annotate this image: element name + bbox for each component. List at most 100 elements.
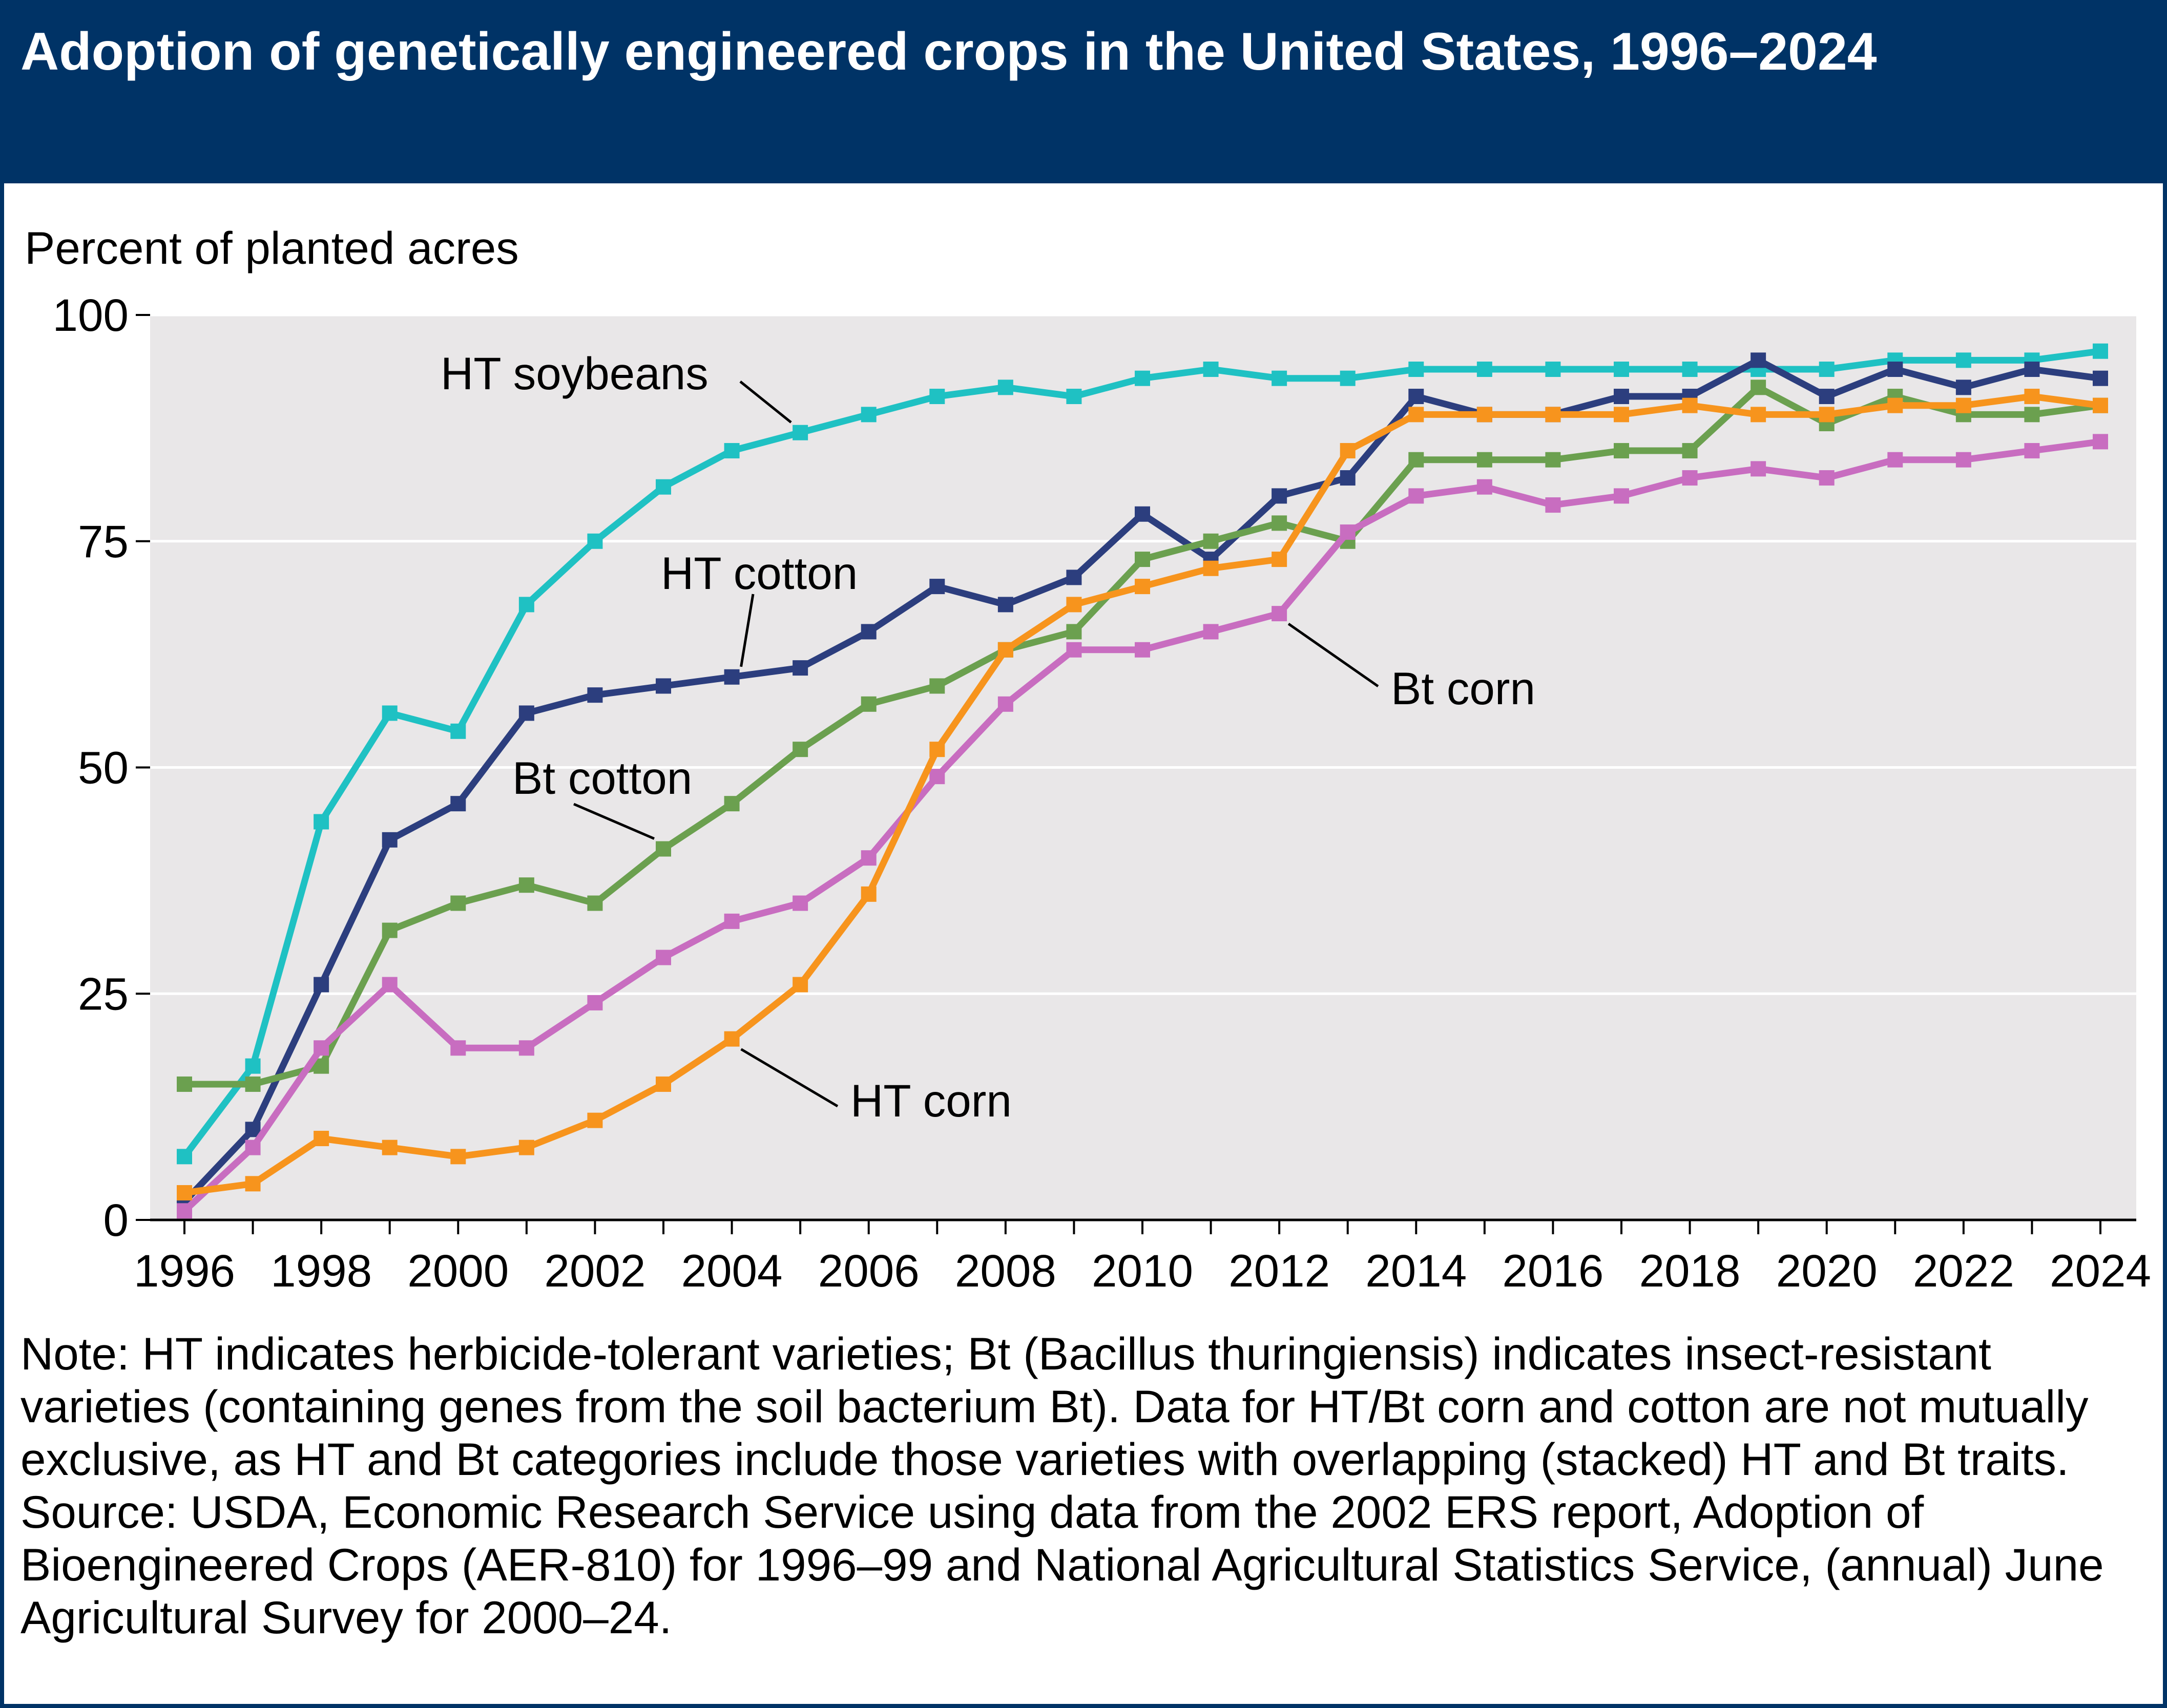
data-point-ht-cotton	[382, 832, 398, 848]
data-point-ht-soybeans	[2093, 343, 2108, 359]
data-point-ht-soybeans	[587, 533, 603, 549]
y-axis-title: Percent of planted acres	[25, 222, 519, 273]
x-tick-label: 2008	[955, 1245, 1056, 1296]
data-point-bt-corn	[1819, 470, 1835, 486]
data-point-bt-corn	[997, 696, 1013, 712]
line-chart: Percent of planted acres 0 25 50 75 100 1996 1…	[25, 222, 2151, 1296]
data-point-bt-corn	[1545, 497, 1561, 513]
data-point-ht-corn	[1887, 397, 1903, 413]
data-point-ht-corn	[1682, 397, 1698, 413]
data-point-bt-cotton	[587, 895, 603, 911]
data-point-bt-corn	[2093, 434, 2108, 450]
x-tick-label: 2006	[818, 1245, 920, 1296]
gridlines	[150, 313, 2136, 995]
notes-block: Note: HT indicates herbicide-tolerant va…	[20, 1327, 2152, 1644]
data-point-bt-corn	[177, 1203, 192, 1219]
y-tick-label: 100	[53, 289, 129, 341]
data-point-bt-corn	[929, 769, 945, 785]
data-point-ht-soybeans	[1272, 370, 1287, 386]
data-point-bt-cotton	[450, 895, 466, 911]
data-point-ht-cotton	[929, 579, 945, 595]
data-point-ht-corn	[1203, 560, 1219, 576]
x-tick-label: 2024	[2050, 1245, 2151, 1296]
data-point-ht-cotton	[656, 678, 671, 694]
data-point-bt-corn	[1751, 461, 1766, 477]
data-point-bt-cotton	[1066, 624, 1082, 640]
data-point-ht-corn	[1272, 552, 1287, 567]
data-point-ht-corn	[450, 1149, 466, 1165]
data-point-ht-corn	[1408, 407, 1424, 423]
data-point-ht-corn	[2024, 389, 2040, 405]
data-point-bt-corn	[1203, 624, 1219, 640]
data-point-ht-cotton	[587, 687, 603, 703]
data-point-ht-cotton	[2093, 370, 2108, 386]
series-label-ht-cotton: HT cotton	[661, 547, 858, 599]
data-point-bt-cotton	[1751, 379, 1766, 395]
data-point-bt-corn	[724, 913, 740, 929]
data-point-ht-corn	[1955, 397, 1971, 413]
data-point-ht-soybeans	[1066, 389, 1082, 405]
data-point-ht-cotton	[450, 796, 466, 812]
data-point-ht-cotton	[1340, 470, 1356, 486]
data-point-bt-corn	[1682, 470, 1698, 486]
series-label-ht-soybeans: HT soybeans	[441, 348, 709, 399]
data-point-ht-soybeans	[1203, 362, 1219, 377]
data-point-ht-corn	[1066, 597, 1082, 613]
data-point-ht-soybeans	[724, 443, 740, 459]
data-point-ht-cotton	[997, 597, 1013, 613]
data-point-ht-corn	[314, 1130, 329, 1146]
x-tick-label: 1998	[270, 1245, 372, 1296]
data-point-bt-cotton	[1476, 452, 1492, 468]
data-point-ht-soybeans	[177, 1149, 192, 1165]
chart-note: Note: HT indicates herbicide-tolerant va…	[20, 1328, 2089, 1485]
data-point-bt-corn	[1476, 479, 1492, 495]
data-point-bt-corn	[587, 995, 603, 1010]
data-point-ht-soybeans	[929, 389, 945, 405]
data-point-bt-corn	[1614, 488, 1629, 504]
data-point-ht-soybeans	[1682, 362, 1698, 377]
data-point-ht-corn	[997, 642, 1013, 658]
x-tick-label: 2020	[1776, 1245, 1878, 1296]
series-label-ht-corn: HT corn	[850, 1075, 1012, 1126]
data-point-ht-soybeans	[1955, 352, 1971, 368]
data-point-ht-cotton	[2024, 362, 2040, 377]
series-labels: HT soybeans HT cotton Bt cotton Bt corn HT c…	[441, 348, 1535, 1126]
x-tick-label: 2002	[544, 1245, 645, 1296]
data-point-bt-corn	[861, 850, 877, 866]
series-label-bt-corn: Bt corn	[1391, 663, 1535, 714]
data-point-ht-soybeans	[1476, 362, 1492, 377]
data-point-ht-soybeans	[518, 597, 534, 613]
data-point-bt-cotton	[177, 1076, 192, 1092]
series-bt-corn	[177, 434, 2108, 1219]
data-point-ht-soybeans	[450, 723, 466, 739]
data-point-bt-corn	[1340, 524, 1356, 540]
data-point-ht-cotton	[861, 624, 877, 640]
data-point-ht-corn	[793, 977, 808, 993]
data-point-bt-cotton	[861, 696, 877, 712]
data-point-ht-cotton	[1955, 379, 1971, 395]
leader-line-bt-cotton	[573, 803, 655, 840]
data-point-bt-cotton	[793, 742, 808, 757]
y-tick-label: 25	[78, 968, 129, 1019]
data-point-bt-corn	[1135, 642, 1150, 658]
data-point-bt-cotton	[929, 678, 945, 694]
data-point-bt-corn	[656, 950, 671, 965]
y-tick-label: 75	[78, 516, 129, 567]
data-point-bt-cotton	[518, 877, 534, 893]
data-point-ht-cotton	[1887, 362, 1903, 377]
data-point-bt-cotton	[1408, 452, 1424, 468]
x-tick-label: 2004	[681, 1245, 783, 1296]
data-point-bt-corn	[1272, 606, 1287, 622]
data-point-bt-cotton	[1272, 515, 1287, 531]
data-point-ht-corn	[177, 1185, 192, 1200]
title-bar: Adoption of genetically engineered crops…	[0, 0, 2167, 183]
data-point-ht-soybeans	[245, 1058, 261, 1074]
data-point-ht-cotton	[1751, 352, 1766, 368]
data-point-bt-corn	[1887, 452, 1903, 468]
data-point-ht-cotton	[518, 705, 534, 721]
data-point-bt-cotton	[724, 796, 740, 812]
data-point-ht-soybeans	[1819, 362, 1835, 377]
data-point-ht-corn	[1135, 579, 1150, 595]
data-point-ht-soybeans	[314, 814, 329, 830]
data-point-ht-corn	[861, 886, 877, 902]
